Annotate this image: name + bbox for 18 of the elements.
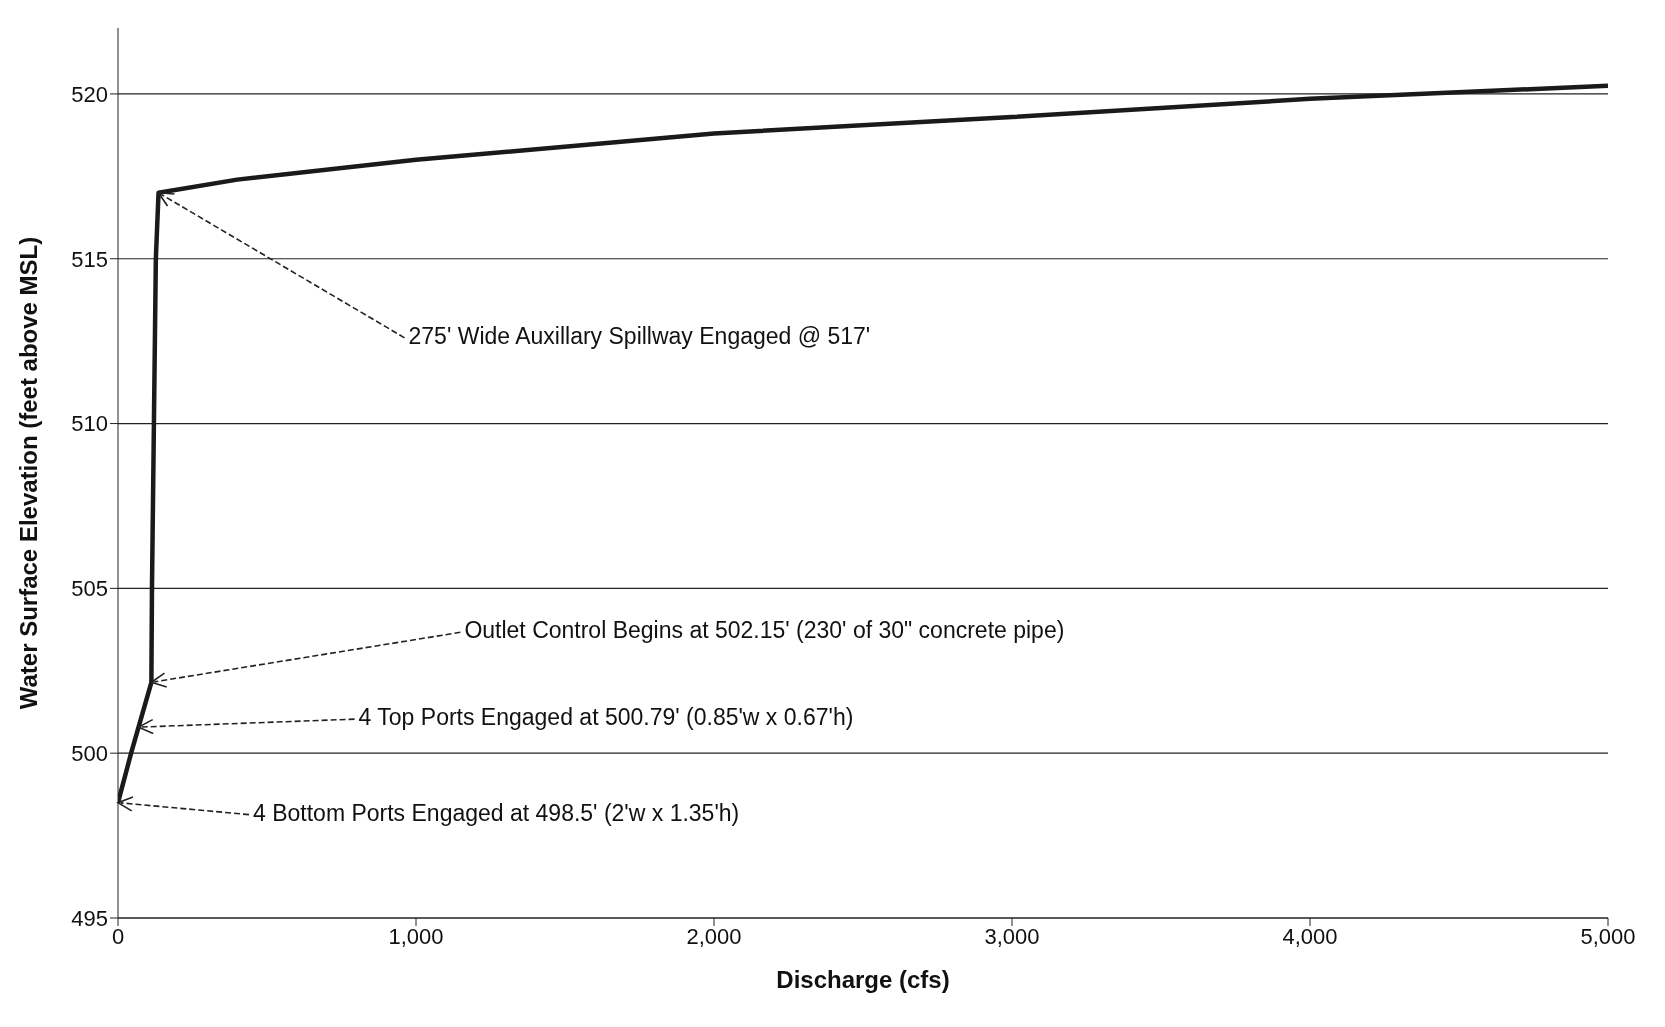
x-tick-label: 5,000 [1580,923,1636,949]
annotation: Outlet Control Begins at 502.15' (230' of 30" concrete pipe) [464,617,1065,644]
x-tick-label: 3,000 [984,923,1040,949]
x-tick-label: 2,000 [686,923,742,949]
y-tick-label: 515 [71,246,108,272]
y-tick-label: 500 [71,741,108,766]
annotation: 275' Wide Auxillary Spillway Engaged @ 517' [408,322,871,349]
y-axis-title: Water Surface Elevation (feet above MSL) [14,236,42,710]
annotation: 4 Top Ports Engaged at 500.79' (0.85'w x 0.67'h) [358,704,854,731]
y-tick-label: 495 [71,905,108,931]
x-tick-label: 4,000 [1282,923,1338,949]
y-tick-label: 505 [71,576,108,602]
annotation: 4 Bottom Ports Engaged at 498.5' (2'w x 1.35'h) [253,799,740,826]
x-tick-label: 0 [111,923,125,949]
x-tick-label: 1,000 [388,923,444,949]
x-axis-title: Discharge (cfs) [776,966,950,993]
y-tick-label: 520 [71,81,108,107]
y-tick-label: 510 [71,411,108,437]
